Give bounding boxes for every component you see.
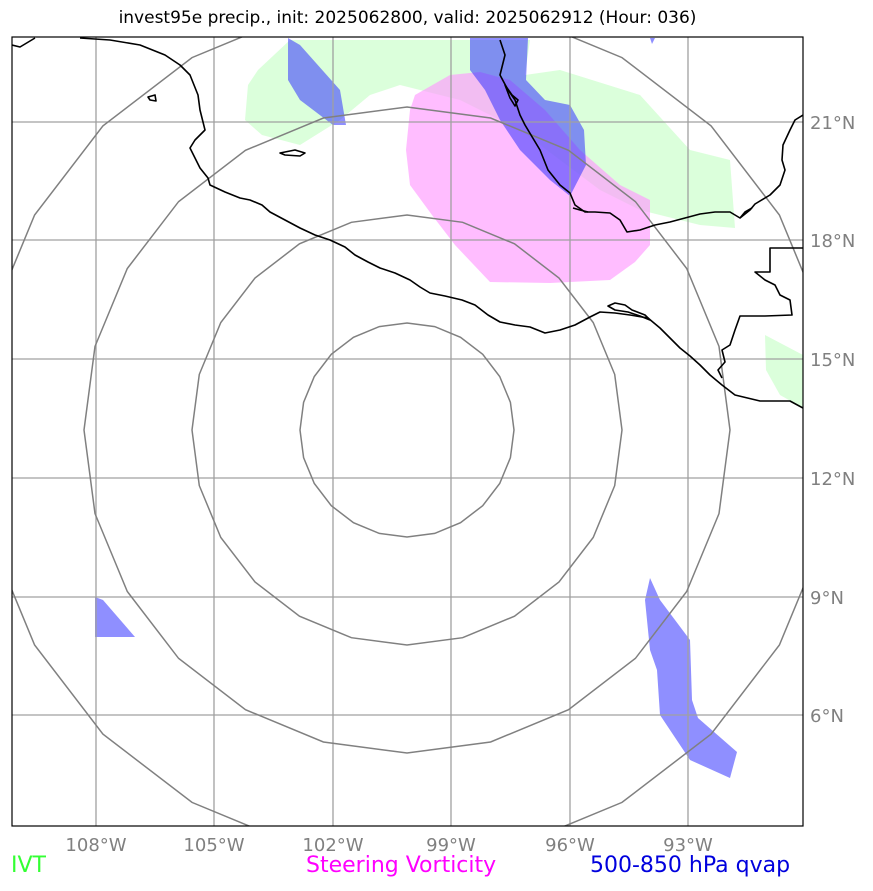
range-ring-4	[12, 37, 803, 826]
map-frame	[11, 36, 804, 827]
lat-tick: 21°N	[810, 113, 855, 134]
range-rings	[12, 37, 803, 826]
legend-ivt: IVT	[11, 853, 46, 878]
lon-tick: 93°W	[663, 835, 713, 856]
lon-tick: 105°W	[183, 835, 244, 856]
legend-qvap: 500-850 hPa qvap	[590, 853, 791, 878]
legend-vorticity: Steering Vorticity	[306, 853, 497, 878]
lon-tick: 99°W	[426, 835, 476, 856]
lat-tick-labels: 21°N 18°N 15°N 12°N 9°N 6°N	[810, 113, 855, 727]
coastline	[12, 37, 803, 409]
lat-tick: 15°N	[810, 350, 855, 371]
qvap-shading	[95, 38, 737, 778]
lon-tick: 108°W	[65, 835, 126, 856]
lat-tick: 12°N	[810, 469, 855, 490]
range-ring-3	[83, 106, 731, 754]
lat-tick: 6°N	[810, 706, 844, 727]
lat-tick: 18°N	[810, 231, 855, 252]
lon-tick-labels: 108°W 105°W 102°W 99°W 96°W 93°W	[65, 835, 713, 856]
lat-tick: 9°N	[810, 588, 844, 609]
lon-tick: 102°W	[302, 835, 363, 856]
range-ring-2	[191, 214, 623, 646]
lon-tick: 96°W	[545, 835, 595, 856]
range-ring-1	[299, 322, 515, 538]
graticule	[12, 37, 803, 826]
vorticity-shading	[406, 72, 650, 283]
map-title: invest95e precip., init: 2025062800, val…	[118, 8, 697, 28]
